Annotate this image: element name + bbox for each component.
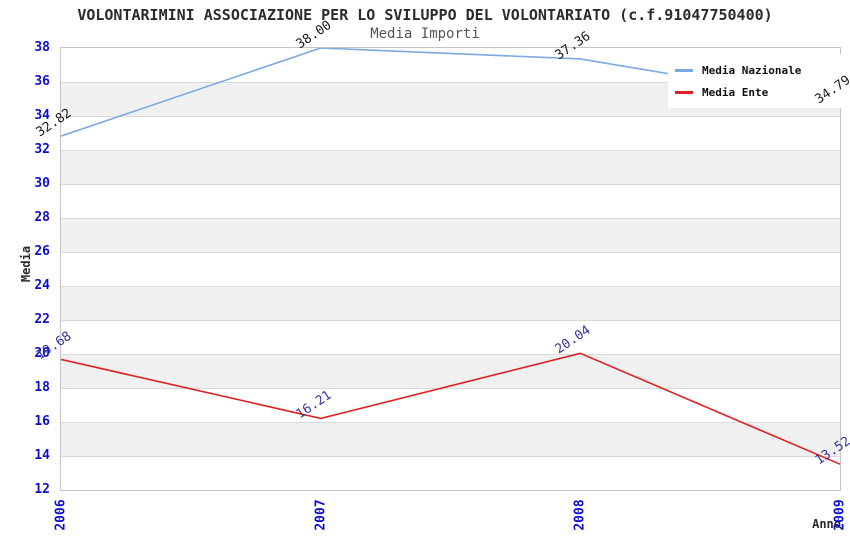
- chart-subtitle: Media Importi: [370, 26, 480, 42]
- gridline: [61, 150, 840, 151]
- plot-band: [61, 422, 840, 456]
- y-tick-label: 32: [34, 142, 50, 157]
- x-tick-label: 2006: [53, 499, 69, 531]
- plot-band: [61, 218, 840, 252]
- legend-line-swatch: [675, 68, 693, 72]
- gridline: [61, 184, 840, 185]
- gridline: [61, 422, 840, 423]
- plot-band: [61, 354, 840, 388]
- plot-band: [61, 116, 840, 150]
- legend-item: Media Nazionale: [675, 59, 850, 81]
- y-tick-label: 36: [34, 74, 50, 89]
- y-tick-label: 16: [34, 414, 50, 429]
- legend-item: Media Ente: [675, 81, 850, 103]
- y-tick-label: 24: [34, 278, 50, 293]
- y-tick-label: 12: [34, 482, 50, 497]
- gridline: [61, 286, 840, 287]
- gridline: [61, 456, 840, 457]
- y-tick-label: 28: [34, 210, 50, 225]
- plot-band: [61, 150, 840, 184]
- line-series-svg: [61, 48, 840, 465]
- legend-line-swatch: [675, 90, 693, 94]
- gridline: [61, 218, 840, 219]
- y-tick-label: 18: [34, 380, 50, 395]
- gridline: [61, 388, 840, 389]
- legend-item-label: Media Nazionale: [702, 63, 802, 77]
- y-tick-label: 30: [34, 176, 50, 191]
- gridline: [61, 82, 840, 83]
- y-tick-label: 38: [34, 40, 50, 55]
- plot-area: [60, 47, 841, 491]
- plot-band: [61, 184, 840, 218]
- y-tick-label: 34: [34, 108, 50, 123]
- gridline: [61, 116, 840, 117]
- x-tick-label: 2008: [572, 499, 588, 531]
- gridline: [61, 252, 840, 253]
- legend: Media Nazionale Media Ente: [668, 54, 850, 108]
- plot-band: [61, 456, 840, 490]
- y-tick-label: 20: [34, 346, 50, 361]
- gridline: [61, 354, 840, 355]
- y-tick-label: 22: [34, 312, 50, 327]
- plot-band: [61, 286, 840, 320]
- plot-band: [61, 252, 840, 286]
- series-line-media-ente: [61, 352, 840, 465]
- x-axis-title: Anno: [812, 517, 841, 531]
- y-tick-label: 26: [34, 244, 50, 259]
- chart-title: VOLONTARIMINI ASSOCIAZIONE PER LO SVILUP…: [77, 6, 773, 24]
- legend-item-label: Media Ente: [702, 85, 769, 99]
- plot-band: [61, 320, 840, 354]
- x-tick-label: 2007: [313, 499, 329, 531]
- x-tick-label: 2009: [832, 499, 848, 531]
- plot-band: [61, 388, 840, 422]
- gridline: [61, 320, 840, 321]
- y-tick-label: 14: [34, 448, 50, 463]
